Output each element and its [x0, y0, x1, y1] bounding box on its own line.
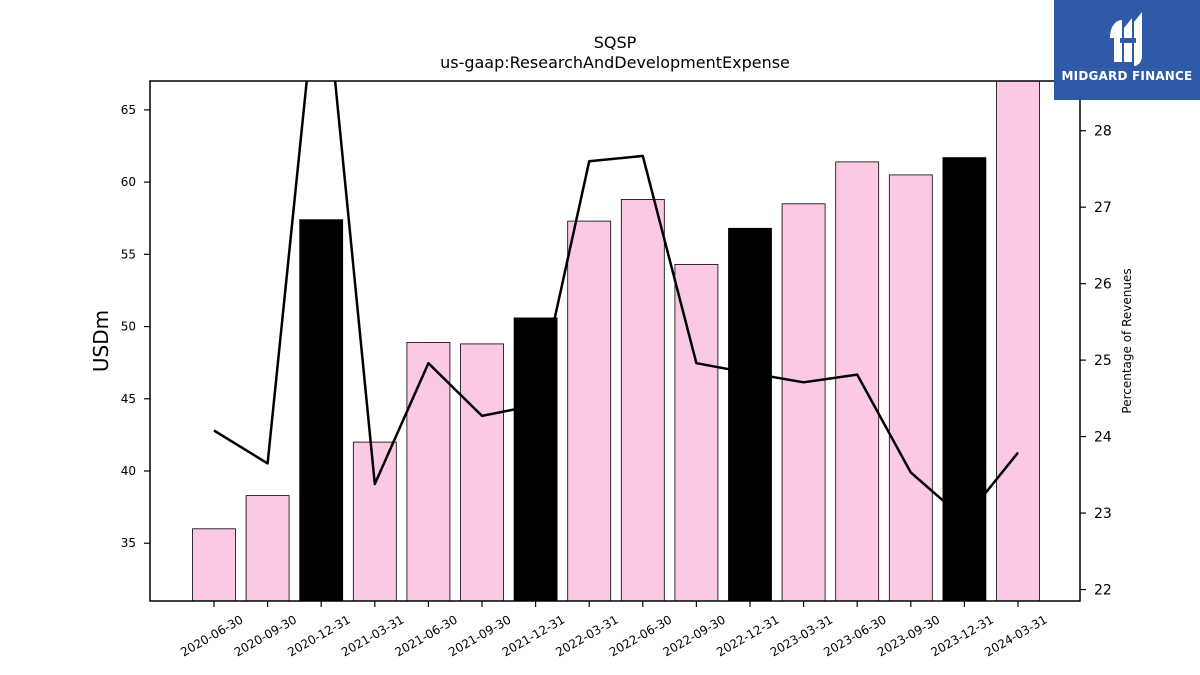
y-tick-label: 50 — [121, 320, 136, 334]
y2-tick-label: 25 — [1094, 353, 1112, 369]
logo-mark-icon — [1110, 12, 1142, 66]
y2-tick-label: 27 — [1094, 200, 1112, 216]
bar-2022-06-30 — [620, 198, 665, 601]
y2-tick-label: 26 — [1094, 277, 1112, 293]
chart-subtitle: us-gaap:ResearchAndDevelopmentExpense — [440, 53, 790, 72]
bar-series — [192, 81, 1040, 601]
bar-2021-03-31 — [352, 441, 397, 601]
y2-tick-label: 22 — [1094, 583, 1112, 599]
line-series — [213, 81, 1019, 521]
y-tick-label: 60 — [121, 175, 136, 189]
y-axis-left: 35 40 45 50 55 60 65 — [121, 103, 150, 550]
y2-tick-label: 23 — [1094, 506, 1112, 522]
y-tick-label: 45 — [121, 392, 136, 406]
bar-2020-06-30 — [192, 528, 236, 601]
chart-title: SQSP — [594, 33, 637, 52]
y2-tick-label: 24 — [1094, 430, 1112, 446]
y2-tick-label: 28 — [1094, 124, 1112, 140]
percentage-line — [213, 81, 1019, 521]
y-tick-label: 65 — [121, 103, 136, 117]
bar-2022-12-31 — [728, 227, 772, 601]
plot-frame — [149, 80, 1081, 602]
logo-text: MIDGARD FINANCE — [1061, 69, 1193, 83]
x-axis: 2020-06-302020-09-302020-12-312021-03-31… — [178, 601, 1050, 659]
bar-2021-12-31 — [513, 317, 558, 601]
y-axis-right: 22 23 24 25 26 27 28 — [1080, 124, 1112, 599]
y-tick-label: 35 — [121, 536, 136, 550]
bar-2021-09-30 — [460, 343, 504, 601]
bar-2023-03-31 — [781, 203, 826, 601]
bar-2021-06-30 — [406, 341, 451, 601]
bar-2020-12-31 — [299, 219, 344, 601]
bar-2022-09-30 — [674, 263, 719, 601]
bar-2023-12-31 — [942, 157, 987, 601]
y-tick-label: 40 — [121, 464, 136, 478]
y-tick-label: 55 — [121, 247, 136, 261]
bar-2023-06-30 — [835, 161, 880, 601]
brand-logo: MIDGARD FINANCE — [1054, 0, 1200, 100]
y-axis-label: USDm — [89, 310, 113, 372]
bar-2022-03-31 — [567, 220, 612, 601]
bar-2024-03-31 — [996, 81, 1040, 601]
y2-axis-label: Percentage of Revenues — [1120, 268, 1134, 413]
bar-2020-09-30 — [245, 495, 290, 601]
bar-2023-09-30 — [888, 174, 933, 601]
